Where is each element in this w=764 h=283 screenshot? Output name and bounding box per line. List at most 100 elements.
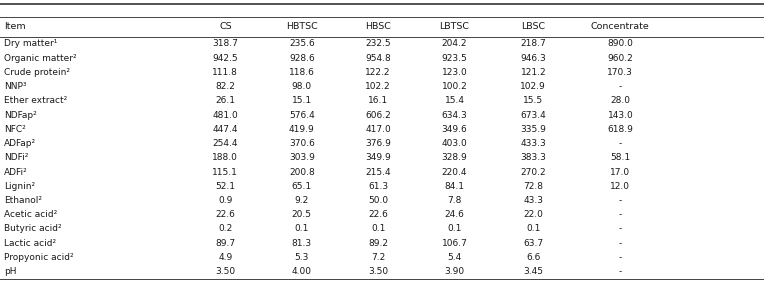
Text: 200.8: 200.8 xyxy=(289,168,315,177)
Text: 417.0: 417.0 xyxy=(365,125,391,134)
Text: 17.0: 17.0 xyxy=(610,168,630,177)
Text: 43.3: 43.3 xyxy=(523,196,543,205)
Text: 3.45: 3.45 xyxy=(523,267,543,276)
Text: NDFi²: NDFi² xyxy=(4,153,28,162)
Text: 22.6: 22.6 xyxy=(215,210,235,219)
Text: 5.3: 5.3 xyxy=(295,253,309,262)
Text: 188.0: 188.0 xyxy=(212,153,238,162)
Text: 98.0: 98.0 xyxy=(292,82,312,91)
Text: pH: pH xyxy=(4,267,16,276)
Text: NNP³: NNP³ xyxy=(4,82,26,91)
Text: 0.1: 0.1 xyxy=(448,224,461,233)
Text: 115.1: 115.1 xyxy=(212,168,238,177)
Text: -: - xyxy=(619,196,622,205)
Text: 3.50: 3.50 xyxy=(215,267,235,276)
Text: 65.1: 65.1 xyxy=(292,182,312,191)
Text: Acetic acid²: Acetic acid² xyxy=(4,210,57,219)
Text: 349.9: 349.9 xyxy=(365,153,391,162)
Text: 122.2: 122.2 xyxy=(365,68,391,77)
Text: Ether extract²: Ether extract² xyxy=(4,96,67,105)
Text: Lignin²: Lignin² xyxy=(4,182,35,191)
Text: 5.4: 5.4 xyxy=(448,253,461,262)
Text: HBTSC: HBTSC xyxy=(286,22,318,31)
Text: 106.7: 106.7 xyxy=(442,239,468,248)
Text: -: - xyxy=(619,224,622,233)
Text: 328.9: 328.9 xyxy=(442,153,468,162)
Text: 61.3: 61.3 xyxy=(368,182,388,191)
Text: 81.3: 81.3 xyxy=(292,239,312,248)
Text: -: - xyxy=(619,139,622,148)
Text: 121.2: 121.2 xyxy=(520,68,546,77)
Text: 111.8: 111.8 xyxy=(212,68,238,77)
Text: 123.0: 123.0 xyxy=(442,68,468,77)
Text: 3.90: 3.90 xyxy=(445,267,465,276)
Text: 6.6: 6.6 xyxy=(526,253,540,262)
Text: 954.8: 954.8 xyxy=(365,54,391,63)
Text: -: - xyxy=(619,253,622,262)
Text: HBSC: HBSC xyxy=(365,22,391,31)
Text: -: - xyxy=(619,82,622,91)
Text: 15.5: 15.5 xyxy=(523,96,543,105)
Text: Organic matter²: Organic matter² xyxy=(4,54,76,63)
Text: 15.1: 15.1 xyxy=(292,96,312,105)
Text: 235.6: 235.6 xyxy=(289,39,315,48)
Text: 15.4: 15.4 xyxy=(445,96,465,105)
Text: 0.1: 0.1 xyxy=(371,224,385,233)
Text: 20.5: 20.5 xyxy=(292,210,312,219)
Text: 419.9: 419.9 xyxy=(289,125,315,134)
Text: 28.0: 28.0 xyxy=(610,96,630,105)
Text: 349.6: 349.6 xyxy=(442,125,468,134)
Text: LBSC: LBSC xyxy=(521,22,545,31)
Text: 0.9: 0.9 xyxy=(219,196,232,205)
Text: Lactic acid²: Lactic acid² xyxy=(4,239,56,248)
Text: 303.9: 303.9 xyxy=(289,153,315,162)
Text: Item: Item xyxy=(4,22,25,31)
Text: 960.2: 960.2 xyxy=(607,54,633,63)
Text: 946.3: 946.3 xyxy=(520,54,546,63)
Text: 84.1: 84.1 xyxy=(445,182,465,191)
Text: 89.2: 89.2 xyxy=(368,239,388,248)
Text: 923.5: 923.5 xyxy=(442,54,468,63)
Text: 204.2: 204.2 xyxy=(442,39,468,48)
Text: 4.00: 4.00 xyxy=(292,267,312,276)
Text: 7.2: 7.2 xyxy=(371,253,385,262)
Text: 7.8: 7.8 xyxy=(448,196,461,205)
Text: 12.0: 12.0 xyxy=(610,182,630,191)
Text: 170.3: 170.3 xyxy=(607,68,633,77)
Text: 22.6: 22.6 xyxy=(368,210,388,219)
Text: NDFap²: NDFap² xyxy=(4,111,37,120)
Text: Ethanol²: Ethanol² xyxy=(4,196,42,205)
Text: Butyric acid²: Butyric acid² xyxy=(4,224,61,233)
Text: 433.3: 433.3 xyxy=(520,139,546,148)
Text: 370.6: 370.6 xyxy=(289,139,315,148)
Text: 3.50: 3.50 xyxy=(368,267,388,276)
Text: 403.0: 403.0 xyxy=(442,139,468,148)
Text: 58.1: 58.1 xyxy=(610,153,630,162)
Text: 618.9: 618.9 xyxy=(607,125,633,134)
Text: CS: CS xyxy=(219,22,231,31)
Text: 89.7: 89.7 xyxy=(215,239,235,248)
Text: 254.4: 254.4 xyxy=(212,139,238,148)
Text: 100.2: 100.2 xyxy=(442,82,468,91)
Text: -: - xyxy=(619,210,622,219)
Text: Concentrate: Concentrate xyxy=(591,22,649,31)
Text: 63.7: 63.7 xyxy=(523,239,543,248)
Text: 4.9: 4.9 xyxy=(219,253,232,262)
Text: 102.9: 102.9 xyxy=(520,82,546,91)
Text: 16.1: 16.1 xyxy=(368,96,388,105)
Text: 143.0: 143.0 xyxy=(607,111,633,120)
Text: 942.5: 942.5 xyxy=(212,54,238,63)
Text: 481.0: 481.0 xyxy=(212,111,238,120)
Text: 606.2: 606.2 xyxy=(365,111,391,120)
Text: 9.2: 9.2 xyxy=(295,196,309,205)
Text: 634.3: 634.3 xyxy=(442,111,468,120)
Text: ADFap²: ADFap² xyxy=(4,139,36,148)
Text: 270.2: 270.2 xyxy=(520,168,546,177)
Text: Dry matter¹: Dry matter¹ xyxy=(4,39,57,48)
Text: 82.2: 82.2 xyxy=(215,82,235,91)
Text: 673.4: 673.4 xyxy=(520,111,546,120)
Text: 52.1: 52.1 xyxy=(215,182,235,191)
Text: LBTSC: LBTSC xyxy=(439,22,470,31)
Text: 118.6: 118.6 xyxy=(289,68,315,77)
Text: Propyonic acid²: Propyonic acid² xyxy=(4,253,73,262)
